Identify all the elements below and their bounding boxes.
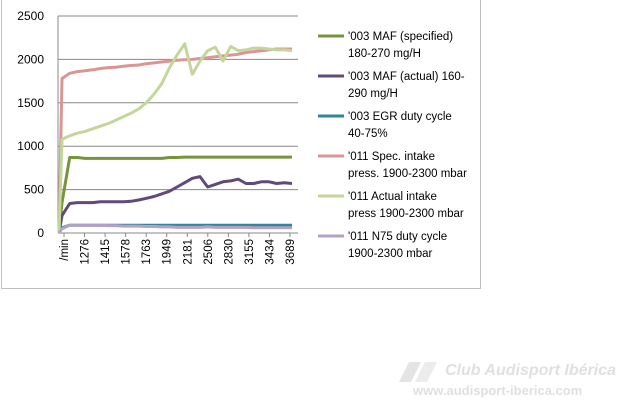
x-tick-label: 3689: [285, 239, 297, 265]
club-logo-icon: [399, 362, 437, 382]
x-tick-label: 1276: [80, 239, 92, 265]
series-line-2: [57, 175, 293, 234]
legend-entry-text: '003 EGR duty cycle: [348, 111, 452, 123]
x-tick-label: 3434: [264, 238, 276, 264]
line-chart: 0 500 1000 1500 2000 2500/min 1276 1415 1578 1763…: [17, 9, 467, 265]
legend-entry-text: 40-75%: [348, 128, 388, 140]
series-line-1: [57, 155, 292, 234]
chart-frame: 0 500 1000 1500 2000 2500/min 1276 1415 1578 1763…: [1, 0, 481, 289]
series-line-6: [57, 223, 292, 234]
watermark: Club Audisport Ibérica www.audisport-ibe…: [385, 356, 640, 400]
legend-entry-text: '003 MAF (specified): [348, 31, 453, 43]
x-tick-label: 2181: [182, 239, 194, 265]
x-tick-label: 1949: [162, 239, 174, 265]
legend-entry-text: '011 N75 duty cycle: [348, 231, 447, 243]
y-tick-label: 1500: [17, 96, 44, 110]
y-tick-label: 0: [37, 226, 44, 240]
x-tick-label: 3155: [244, 239, 256, 265]
y-tick-label: 500: [24, 183, 44, 197]
legend-entry-text: '011 Actual intake: [348, 191, 437, 203]
series-line-4: [57, 47, 292, 234]
x-tick-label: 1415: [100, 239, 112, 265]
x-tick-label: 2506: [203, 239, 215, 265]
x-tick-label: 1578: [121, 239, 133, 265]
series-line-5: [57, 42, 293, 234]
legend-entry-text: 180-270 mg/H: [348, 48, 421, 60]
legend-entry-text: 290 mg/H: [348, 88, 398, 100]
y-tick-label: 2000: [17, 52, 44, 66]
watermark-url: www.audisport-iberica.com: [413, 383, 583, 398]
legend-entry-text: '011 Spec. intake: [348, 151, 435, 163]
x-tick-label: /min: [59, 239, 71, 261]
legend-entry-text: 1900-2300 mbar: [348, 248, 433, 260]
legend-entry-text: press. 1900-2300 mbar: [348, 168, 467, 180]
x-tick-label: 2830: [223, 239, 235, 265]
y-tick-label: 1000: [17, 139, 44, 153]
y-tick-label: 2500: [17, 9, 44, 23]
legend-entry-text: '003 MAF (actual) 160-: [348, 71, 465, 83]
x-tick-label: 1763: [141, 239, 153, 265]
watermark-title: Club Audisport Ibérica: [445, 362, 616, 379]
legend-entry-text: press 1900-2300 mbar: [348, 208, 464, 220]
